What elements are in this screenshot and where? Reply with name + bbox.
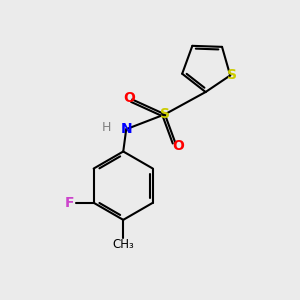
Text: N: N [120, 122, 132, 136]
Text: S: S [160, 107, 170, 121]
Text: F: F [65, 196, 75, 210]
Text: O: O [172, 139, 184, 152]
Text: O: O [123, 91, 135, 105]
Text: CH₃: CH₃ [112, 238, 134, 251]
Text: S: S [227, 68, 237, 83]
Text: H: H [102, 121, 112, 134]
